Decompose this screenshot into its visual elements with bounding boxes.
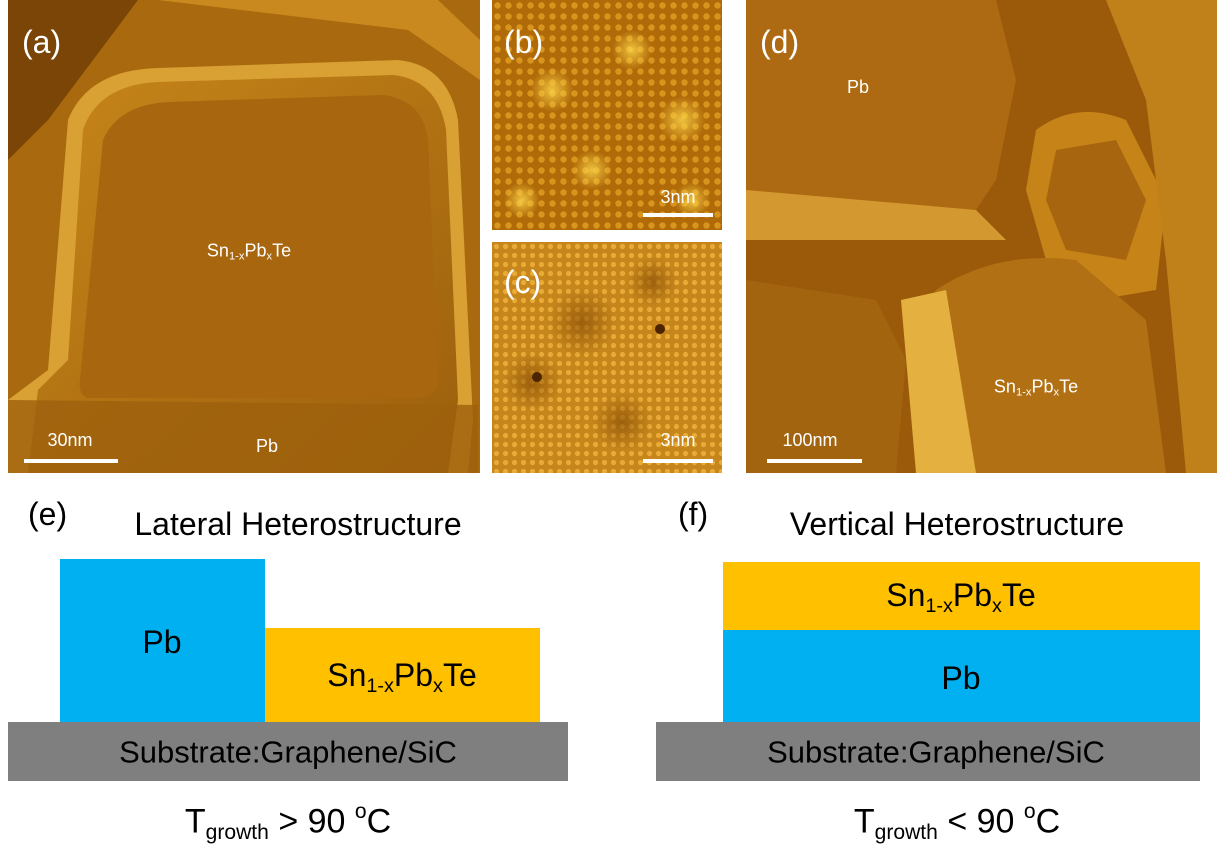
scale-bar xyxy=(24,459,118,463)
layer-label: Substrate:Graphene/SiC xyxy=(119,734,457,770)
stm-image-c xyxy=(492,242,722,473)
formula-part: o xyxy=(1023,799,1036,823)
formula-part: 1-x xyxy=(366,675,394,698)
formula-part: C xyxy=(366,802,392,841)
formula-part: x xyxy=(992,595,1002,618)
scale-label: 3nm xyxy=(660,430,696,450)
layer-label: Pb xyxy=(941,660,981,696)
scale-bar xyxy=(643,213,713,217)
panel-label: (c) xyxy=(504,264,542,300)
scale-bar xyxy=(767,459,862,463)
pb-layer xyxy=(60,559,265,722)
formula-part: growth xyxy=(205,820,269,844)
formula-part: < 90 xyxy=(937,802,1024,841)
scale-label: 3nm xyxy=(660,187,696,207)
stm-image-b xyxy=(492,0,722,230)
formula-part: x xyxy=(433,675,443,698)
formula-part: Pb xyxy=(244,240,267,261)
formula-part: Sn xyxy=(993,376,1016,397)
formula-part: Pb xyxy=(952,577,993,614)
layer-label: Pb xyxy=(142,624,182,660)
formula-part: Te xyxy=(272,240,292,261)
formula-part: 1-x xyxy=(1015,386,1032,399)
substrate-layer xyxy=(8,722,568,781)
formula-part: Sn xyxy=(327,657,367,694)
panel-label: (a) xyxy=(22,24,62,60)
panel-label: (e) xyxy=(28,496,68,532)
diagram-title: Vertical Heterostructure xyxy=(789,506,1125,542)
formula-part: Pb xyxy=(1031,376,1054,397)
panel-label: (f) xyxy=(678,496,709,532)
formula-part: o xyxy=(354,799,367,823)
scale-label: 30nm xyxy=(47,430,93,450)
diagram-title: Lateral Heterostructure xyxy=(134,506,462,542)
formula-part: Te xyxy=(1001,577,1036,614)
formula-part: Sn xyxy=(206,240,229,261)
stm-image-a xyxy=(8,0,480,473)
snpbte-layer xyxy=(265,628,540,722)
panel-label: (d) xyxy=(760,24,800,60)
formula-part: Sn xyxy=(886,577,926,614)
formula-part: growth xyxy=(874,820,938,844)
stm-image-d xyxy=(746,0,1217,473)
snpbte-layer xyxy=(723,562,1200,630)
formula-part: x xyxy=(266,250,273,263)
growth-condition: Tgrowth > 90 oC xyxy=(185,801,391,843)
formula-part: x xyxy=(1053,386,1060,399)
growth-condition: Tgrowth < 90 oC xyxy=(854,801,1060,843)
pb-layer xyxy=(723,630,1200,722)
material-label: Sn1-xPbxTe xyxy=(207,241,291,263)
formula-part: T xyxy=(184,802,206,841)
formula-part: Te xyxy=(1059,376,1079,397)
substrate-layer xyxy=(656,722,1200,781)
formula-part: C xyxy=(1035,802,1061,841)
panel-label: (b) xyxy=(504,24,544,60)
formula-part: T xyxy=(853,802,875,841)
layer-label: Substrate:Graphene/SiC xyxy=(767,734,1105,770)
material-label: Sn1-xPbxTe xyxy=(994,377,1078,399)
formula-part: > 90 xyxy=(268,802,355,841)
scale-label: 100nm xyxy=(782,430,838,450)
formula-part: Pb xyxy=(393,657,434,694)
layer-label: Sn1-xPbxTe xyxy=(327,659,477,697)
material-label: Pb xyxy=(846,77,870,97)
formula-part: Te xyxy=(442,657,477,694)
formula-part: 1-x xyxy=(925,595,953,618)
material-label: Pb xyxy=(255,436,279,456)
formula-part: 1-x xyxy=(228,250,245,263)
scale-bar xyxy=(643,459,713,463)
layer-label: Sn1-xPbxTe xyxy=(886,579,1036,617)
